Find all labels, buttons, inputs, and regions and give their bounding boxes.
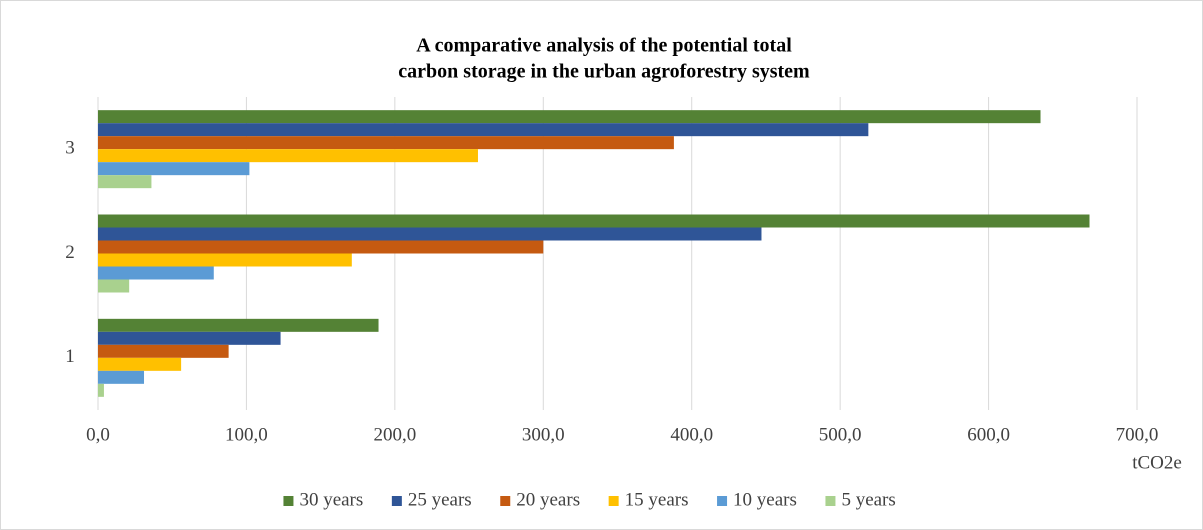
bar	[98, 370, 145, 384]
legend-label: 30 years	[299, 489, 363, 510]
bar	[98, 357, 182, 371]
y-tick-label: 1	[65, 346, 75, 367]
legend-swatch	[283, 496, 294, 506]
x-tick-label: 700,0	[1116, 424, 1159, 445]
bar	[98, 279, 130, 293]
x-tick-label: 400,0	[670, 424, 713, 445]
legend-label: 10 years	[733, 489, 797, 510]
bar	[98, 240, 544, 254]
x-tick-label: 200,0	[373, 424, 416, 445]
bar	[98, 383, 104, 397]
chart-title: A comparative analysis of the potential …	[416, 35, 792, 57]
x-tick-label: 600,0	[967, 424, 1010, 445]
legend-swatch	[391, 496, 402, 506]
y-tick-label: 3	[65, 138, 75, 159]
bar	[98, 162, 250, 176]
bar	[98, 318, 379, 332]
x-tick-label: 100,0	[225, 424, 268, 445]
legend-swatch	[717, 496, 728, 506]
legend-label: 25 years	[408, 489, 472, 510]
y-tick-label: 2	[65, 242, 75, 263]
x-axis-label: tCO2e	[1132, 452, 1182, 473]
bar	[98, 136, 674, 150]
bar	[98, 123, 869, 137]
x-tick-label: 0,0	[86, 424, 110, 445]
bar	[98, 214, 1090, 228]
bar	[98, 331, 281, 345]
bar	[98, 110, 1041, 124]
legend-label: 20 years	[516, 489, 580, 510]
bar	[98, 344, 229, 358]
bar	[98, 253, 352, 267]
legend-label: 15 years	[625, 489, 689, 510]
legend-label: 5 years	[841, 489, 895, 510]
bar	[98, 266, 214, 280]
chart-title: carbon storage in the urban agroforestry…	[398, 61, 810, 83]
bar	[98, 227, 762, 241]
bar	[98, 149, 478, 163]
x-tick-label: 500,0	[819, 424, 862, 445]
legend-swatch	[825, 496, 836, 506]
legend-swatch	[608, 496, 619, 506]
bar	[98, 175, 152, 189]
x-tick-label: 300,0	[522, 424, 565, 445]
legend-swatch	[500, 496, 511, 506]
